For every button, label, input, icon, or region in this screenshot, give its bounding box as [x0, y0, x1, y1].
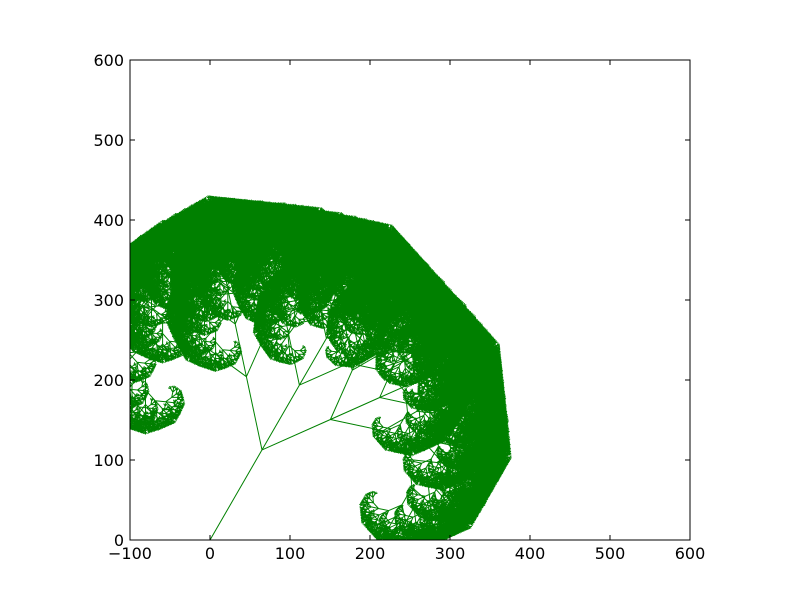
y-tick-label: 100: [93, 451, 124, 470]
y-tick-label: 300: [93, 291, 124, 310]
x-tick-label: 500: [595, 544, 626, 563]
y-tick-label: 0: [114, 531, 124, 550]
x-tick-label: 100: [275, 544, 306, 563]
x-tick-label: 300: [435, 544, 466, 563]
x-tick-label: 600: [675, 544, 706, 563]
x-tick-label: 0: [205, 544, 215, 563]
y-tick-label: 600: [93, 51, 124, 70]
x-tick-label: 200: [355, 544, 386, 563]
x-tick-label: 400: [515, 544, 546, 563]
y-tick-label: 400: [93, 211, 124, 230]
y-tick-label: 200: [93, 371, 124, 390]
y-tick-label: 500: [93, 131, 124, 150]
